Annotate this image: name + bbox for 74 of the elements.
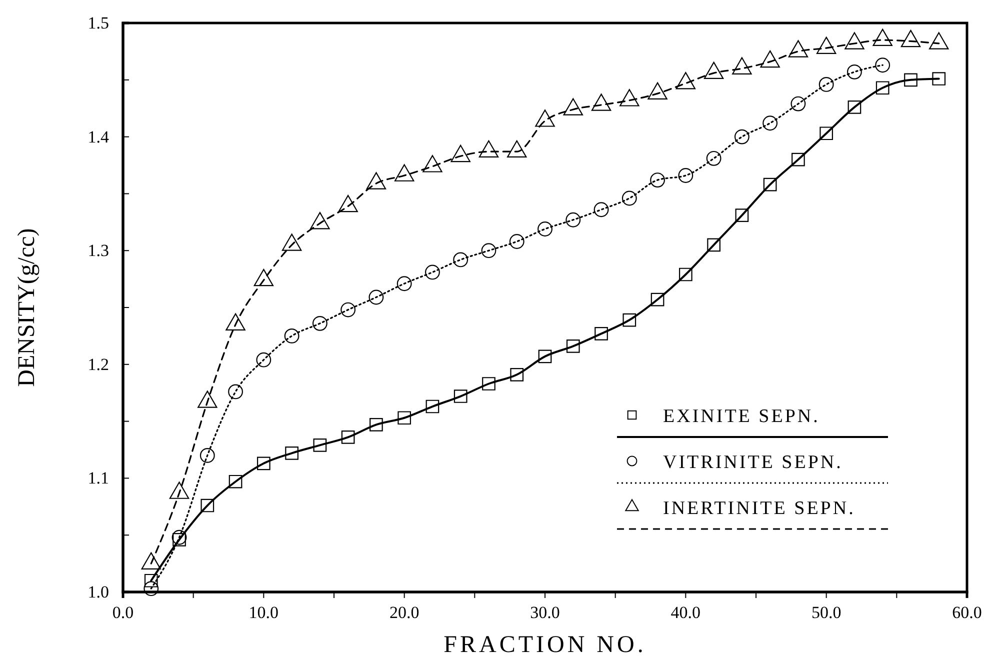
point bbox=[932, 72, 946, 86]
point bbox=[425, 264, 440, 280]
point bbox=[538, 222, 552, 236]
point bbox=[341, 430, 355, 444]
point bbox=[706, 150, 722, 166]
point bbox=[848, 100, 862, 114]
point bbox=[200, 448, 215, 463]
point bbox=[312, 316, 328, 331]
point bbox=[482, 377, 496, 390]
y-tick-label: 1.4 bbox=[88, 127, 110, 146]
point bbox=[678, 168, 694, 183]
x-axis-title: FRACTION NO. bbox=[444, 632, 646, 658]
point bbox=[792, 152, 805, 166]
point bbox=[566, 212, 581, 228]
point bbox=[650, 292, 664, 306]
point bbox=[622, 190, 637, 206]
point bbox=[454, 390, 468, 403]
y-tick-label: 1.2 bbox=[88, 354, 109, 374]
point bbox=[818, 77, 834, 92]
point bbox=[904, 73, 918, 87]
x-tick-label: 0.0 bbox=[112, 603, 134, 622]
point bbox=[368, 290, 384, 305]
point bbox=[200, 498, 214, 512]
point bbox=[313, 438, 327, 452]
point bbox=[847, 64, 862, 80]
point bbox=[172, 532, 186, 546]
point bbox=[509, 234, 524, 249]
point bbox=[650, 172, 665, 188]
point bbox=[284, 328, 300, 344]
x-tick-label: 50.0 bbox=[811, 603, 842, 622]
point bbox=[594, 327, 608, 340]
point bbox=[707, 238, 720, 252]
point bbox=[481, 243, 496, 258]
x-tick-label: 60.0 bbox=[952, 603, 982, 622]
y-tick-label: 1.3 bbox=[88, 241, 109, 260]
point bbox=[763, 178, 777, 192]
point bbox=[876, 81, 890, 95]
point bbox=[172, 530, 187, 545]
y-tick-label: 1.1 bbox=[88, 468, 109, 488]
point bbox=[790, 96, 806, 112]
point bbox=[426, 400, 440, 414]
legend-label: VITRINITE SEPN. bbox=[663, 452, 843, 473]
x-tick-label: 10.0 bbox=[248, 603, 279, 622]
point bbox=[875, 58, 890, 73]
point bbox=[256, 352, 272, 368]
point bbox=[820, 126, 834, 140]
legend-label: INERTINITE SEPN. bbox=[663, 498, 856, 519]
point bbox=[340, 302, 356, 318]
y-axis-title: DENSITY(g/cc) bbox=[14, 228, 40, 387]
point bbox=[594, 202, 609, 218]
point bbox=[228, 384, 243, 400]
y-tick-label: 1.5 bbox=[88, 13, 109, 32]
point bbox=[735, 208, 749, 222]
point bbox=[144, 574, 158, 588]
point bbox=[734, 129, 750, 144]
point bbox=[622, 313, 636, 327]
point bbox=[256, 456, 270, 470]
point bbox=[285, 446, 298, 460]
point bbox=[510, 368, 524, 382]
point bbox=[398, 411, 412, 425]
x-tick-label: 20.0 bbox=[389, 603, 420, 622]
point bbox=[396, 276, 412, 292]
x-tick-label: 40.0 bbox=[670, 603, 701, 622]
point bbox=[762, 116, 778, 131]
point bbox=[453, 252, 468, 268]
point bbox=[538, 350, 552, 364]
point bbox=[566, 340, 580, 353]
point bbox=[678, 268, 692, 282]
y-tick-label: 1.0 bbox=[88, 582, 109, 602]
legend-label: EXINITE SEPN. bbox=[663, 406, 820, 427]
x-tick-label: 30.0 bbox=[530, 603, 560, 622]
point bbox=[228, 474, 242, 488]
point bbox=[370, 418, 383, 432]
point bbox=[144, 581, 159, 596]
